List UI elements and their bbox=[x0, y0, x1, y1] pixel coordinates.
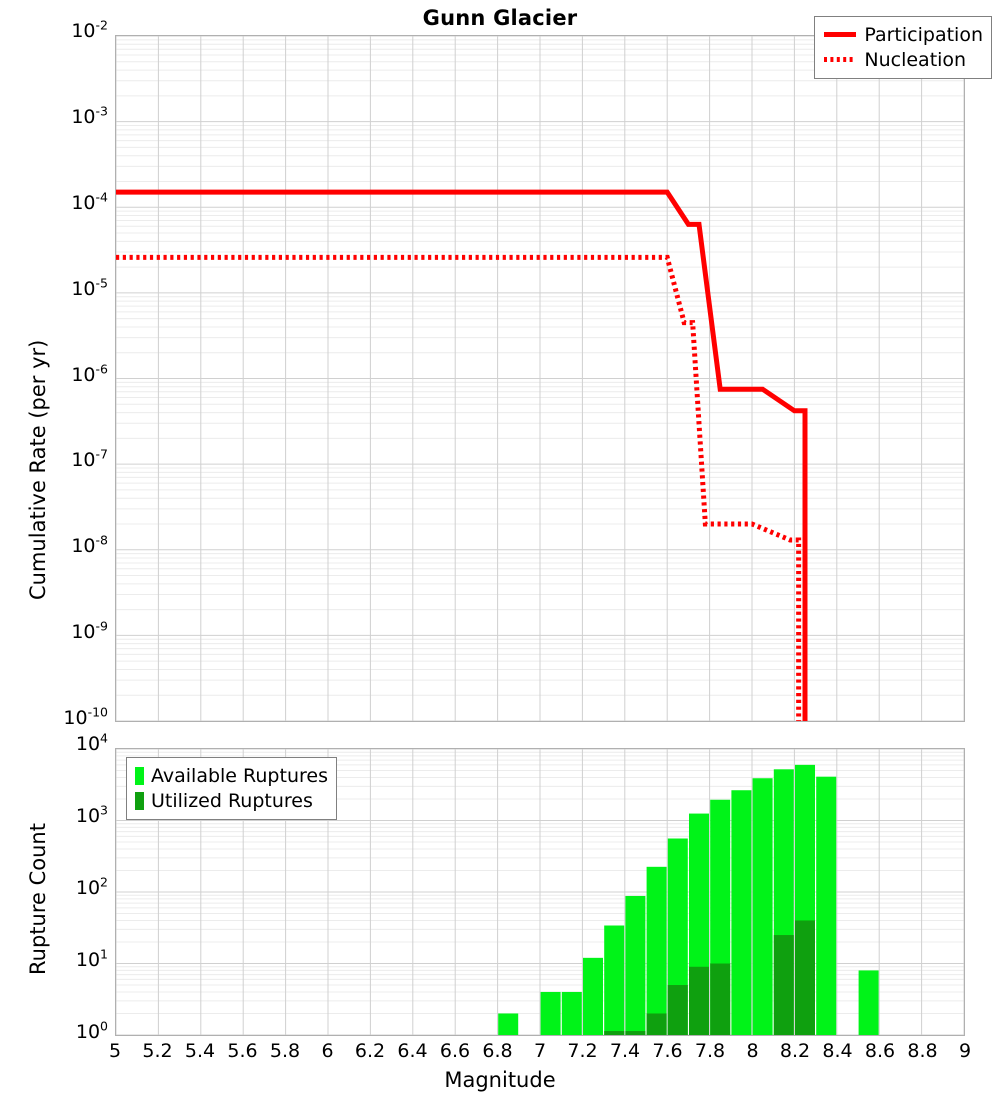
utilized-ruptures-bar bbox=[667, 985, 688, 1035]
y-tick-bottom-0: 100 bbox=[75, 1018, 108, 1043]
y-tick-top--9: 10-9 bbox=[71, 618, 108, 644]
legend-item-participation[interactable]: Participation bbox=[823, 22, 983, 47]
utilized-ruptures-bar bbox=[710, 963, 731, 1035]
available-ruptures-bar bbox=[625, 895, 646, 1035]
y-tick-top--7: 10-7 bbox=[71, 447, 108, 472]
x-tick-8-6: 8.6 bbox=[864, 1040, 896, 1062]
x-tick-7-2: 7.2 bbox=[567, 1040, 598, 1062]
utilized-ruptures-bar bbox=[688, 966, 710, 1035]
bottom-plot-legend: Available Ruptures Utilized Ruptures bbox=[126, 757, 337, 820]
utilized-ruptures-bar bbox=[646, 1013, 667, 1035]
x-tick-5-8: 5.8 bbox=[269, 1040, 301, 1062]
y-tick-top--3: 10-3 bbox=[71, 103, 108, 128]
series-nucleation-line bbox=[116, 254, 802, 721]
available-ruptures-bar bbox=[858, 970, 879, 1035]
y-tick-top--10: 10-10 bbox=[63, 704, 108, 729]
utilized-ruptures-bar bbox=[773, 935, 794, 1035]
x-tick-8-8: 8.8 bbox=[907, 1040, 938, 1062]
legend-label-utilized-ruptures: Utilized Ruptures bbox=[151, 789, 313, 812]
x-tick-8: 8 bbox=[746, 1040, 759, 1062]
top-plot-legend: Participation Nucleation bbox=[814, 16, 992, 79]
utilized-ruptures-color-icon bbox=[135, 791, 144, 810]
utilized-ruptures-bar bbox=[794, 920, 816, 1035]
legend-item-nucleation[interactable]: Nucleation bbox=[823, 47, 983, 72]
x-tick-6: 6 bbox=[321, 1040, 334, 1062]
available-ruptures-bar bbox=[604, 925, 625, 1035]
legend-label-available-ruptures: Available Ruptures bbox=[151, 764, 328, 787]
y-tick-bottom-4: 104 bbox=[75, 730, 108, 755]
y-tick-bottom-1: 101 bbox=[75, 946, 108, 971]
x-tick-6-8: 6.8 bbox=[482, 1040, 513, 1062]
available-ruptures-bar bbox=[731, 790, 752, 1035]
x-tick-5: 5 bbox=[108, 1040, 122, 1062]
x-tick-5-2: 5.2 bbox=[142, 1040, 173, 1062]
x-tick-9: 9 bbox=[958, 1040, 972, 1062]
available-ruptures-bar bbox=[816, 776, 837, 1035]
participation-line-icon bbox=[824, 32, 857, 37]
utilized-ruptures-bar bbox=[604, 1031, 625, 1035]
rupture-count-plot: Available Ruptures Utilized Ruptures bbox=[115, 748, 965, 1036]
cumulative-rate-plot bbox=[115, 35, 965, 722]
legend-item-available-ruptures[interactable]: Available Ruptures bbox=[135, 763, 328, 788]
legend-label-nucleation: Nucleation bbox=[864, 48, 967, 71]
utilized-ruptures-bar bbox=[625, 1031, 646, 1035]
x-tick-6-6: 6.6 bbox=[439, 1040, 471, 1062]
available-ruptures-bar bbox=[582, 957, 604, 1035]
legend-item-utilized-ruptures[interactable]: Utilized Ruptures bbox=[135, 788, 328, 813]
available-ruptures-color-icon bbox=[135, 766, 144, 785]
bottom-plot-data bbox=[498, 764, 879, 1035]
x-tick-5-6: 5.6 bbox=[227, 1040, 258, 1062]
page-title: Gunn Glacier bbox=[422, 6, 578, 30]
x-tick-8-4: 8.4 bbox=[822, 1040, 853, 1062]
x-tick-6-2: 6.2 bbox=[354, 1040, 386, 1062]
nucleation-line-icon bbox=[824, 57, 857, 62]
top-y-axis-label: Cumulative Rate (per yr) bbox=[26, 339, 50, 600]
available-ruptures-bar bbox=[540, 991, 561, 1035]
x-tick-6-4: 6.4 bbox=[397, 1040, 428, 1062]
top-plot-data bbox=[116, 189, 808, 721]
available-ruptures-bar bbox=[561, 991, 582, 1035]
x-tick-7-4: 7.4 bbox=[609, 1040, 641, 1062]
y-tick-top--4: 10-4 bbox=[71, 189, 108, 214]
series-participation-line bbox=[116, 189, 808, 721]
y-tick-top--8: 10-8 bbox=[71, 532, 108, 558]
x-tick-8-2: 8.2 bbox=[779, 1040, 811, 1062]
available-ruptures-bar bbox=[646, 866, 667, 1035]
x-tick-7: 7 bbox=[533, 1040, 547, 1062]
legend-label-participation: Participation bbox=[864, 23, 983, 46]
bottom-y-axis-label: Rupture Count bbox=[26, 823, 50, 975]
x-tick-7-6: 7.6 bbox=[652, 1040, 683, 1062]
y-tick-bottom-2: 102 bbox=[75, 874, 108, 899]
y-tick-top--5: 10-5 bbox=[71, 275, 108, 300]
available-ruptures-bar bbox=[498, 1013, 519, 1035]
y-tick-top--6: 10-6 bbox=[71, 361, 108, 386]
x-tick-7-8: 7.8 bbox=[694, 1040, 726, 1062]
y-tick-bottom-3: 103 bbox=[75, 802, 108, 827]
available-ruptures-bar bbox=[752, 778, 773, 1035]
x-axis-label: Magnitude bbox=[444, 1068, 556, 1092]
top-plot-gridlines bbox=[116, 36, 964, 721]
x-tick-5-4: 5.4 bbox=[184, 1040, 216, 1062]
y-tick-top--2: 10-2 bbox=[71, 17, 108, 42]
